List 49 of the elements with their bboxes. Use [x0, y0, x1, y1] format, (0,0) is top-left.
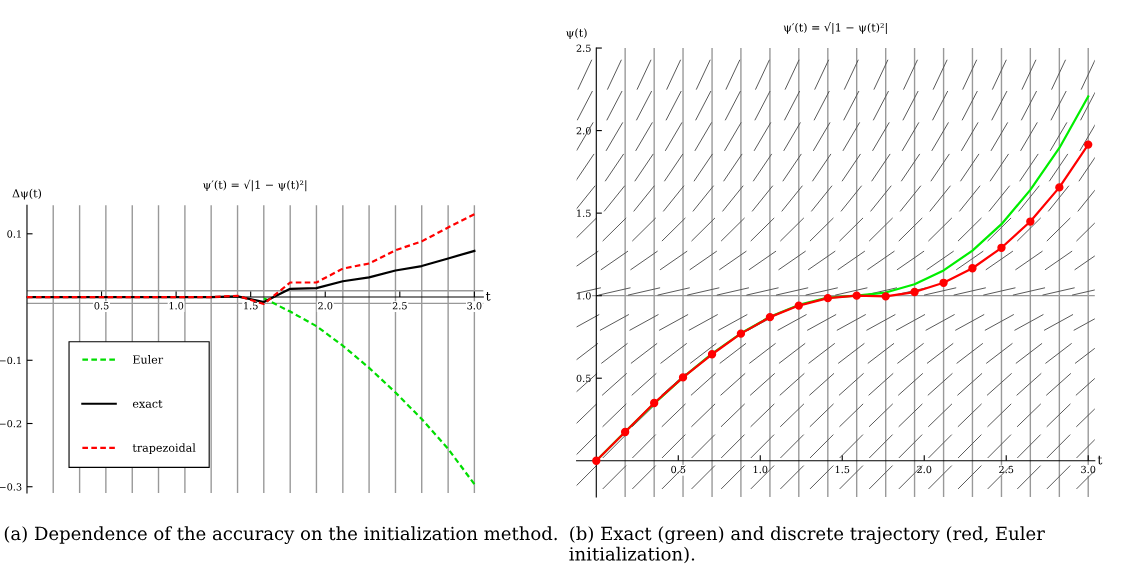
point: [823, 293, 832, 303]
y-tick-label: −0.1: [0, 356, 21, 365]
y-tick-label: 0.1: [7, 230, 21, 238]
x-tick-label: 1.5: [244, 302, 258, 310]
y-axis-title: Δψ(t): [12, 188, 42, 200]
y-tick-label: 1.0: [577, 292, 591, 300]
x-tick-label: 2.5: [392, 302, 407, 310]
x-tick-label: 2.0: [917, 465, 932, 474]
legend-label: trapezoidal: [132, 443, 196, 455]
point: [939, 278, 948, 287]
point: [794, 301, 803, 310]
x-tick-label: 3.0: [1081, 465, 1096, 474]
x-tick-label: 3.0: [467, 302, 482, 310]
point: [852, 291, 861, 300]
chart-title: ψ′(t) = √|1 − ψ(t)²|: [203, 179, 307, 192]
x-axis-title: t: [1097, 455, 1103, 465]
y-axis-title: ψ(t): [566, 28, 587, 40]
x-tick-label: 1.0: [753, 465, 768, 474]
point: [1084, 140, 1093, 149]
point: [620, 427, 630, 437]
y-tick-label: −0.2: [0, 419, 22, 428]
point: [736, 329, 746, 338]
x-tick-label: 0.5: [94, 302, 109, 310]
legend-label: Euler: [132, 355, 164, 364]
y-tick-label: −0.3: [0, 483, 22, 491]
x-axis-title: t: [485, 291, 491, 301]
point: [910, 287, 919, 297]
y-tick-label: 0.5: [576, 374, 591, 383]
legend-label: exact: [132, 400, 163, 408]
point: [997, 243, 1006, 252]
text: (a) Dependence of the accuracy on the initialization method.: [4, 526, 557, 544]
y-tick-label: 2.0: [576, 127, 591, 135]
point: [1026, 217, 1035, 226]
y-tick-label: 2.5: [576, 44, 591, 52]
y-tick-label: 1.5: [577, 209, 591, 217]
point: [650, 398, 659, 408]
point: [881, 292, 890, 301]
point: [765, 312, 775, 322]
point: [678, 373, 688, 382]
x-tick-label: 1.5: [835, 465, 850, 474]
text: (b) Exact (green) and discrete trajectory (red, Euler initialization).: [569, 526, 1045, 564]
chart-title: ψ′(t) = √|1 − ψ(t)²|: [783, 22, 887, 34]
x-tick-label: 2.5: [999, 465, 1014, 474]
x-tick-label: 1.0: [169, 302, 184, 310]
x-tick-label: 2.0: [318, 302, 333, 310]
point: [707, 350, 717, 359]
point: [1055, 183, 1064, 192]
point: [968, 264, 977, 273]
point: [592, 456, 601, 465]
